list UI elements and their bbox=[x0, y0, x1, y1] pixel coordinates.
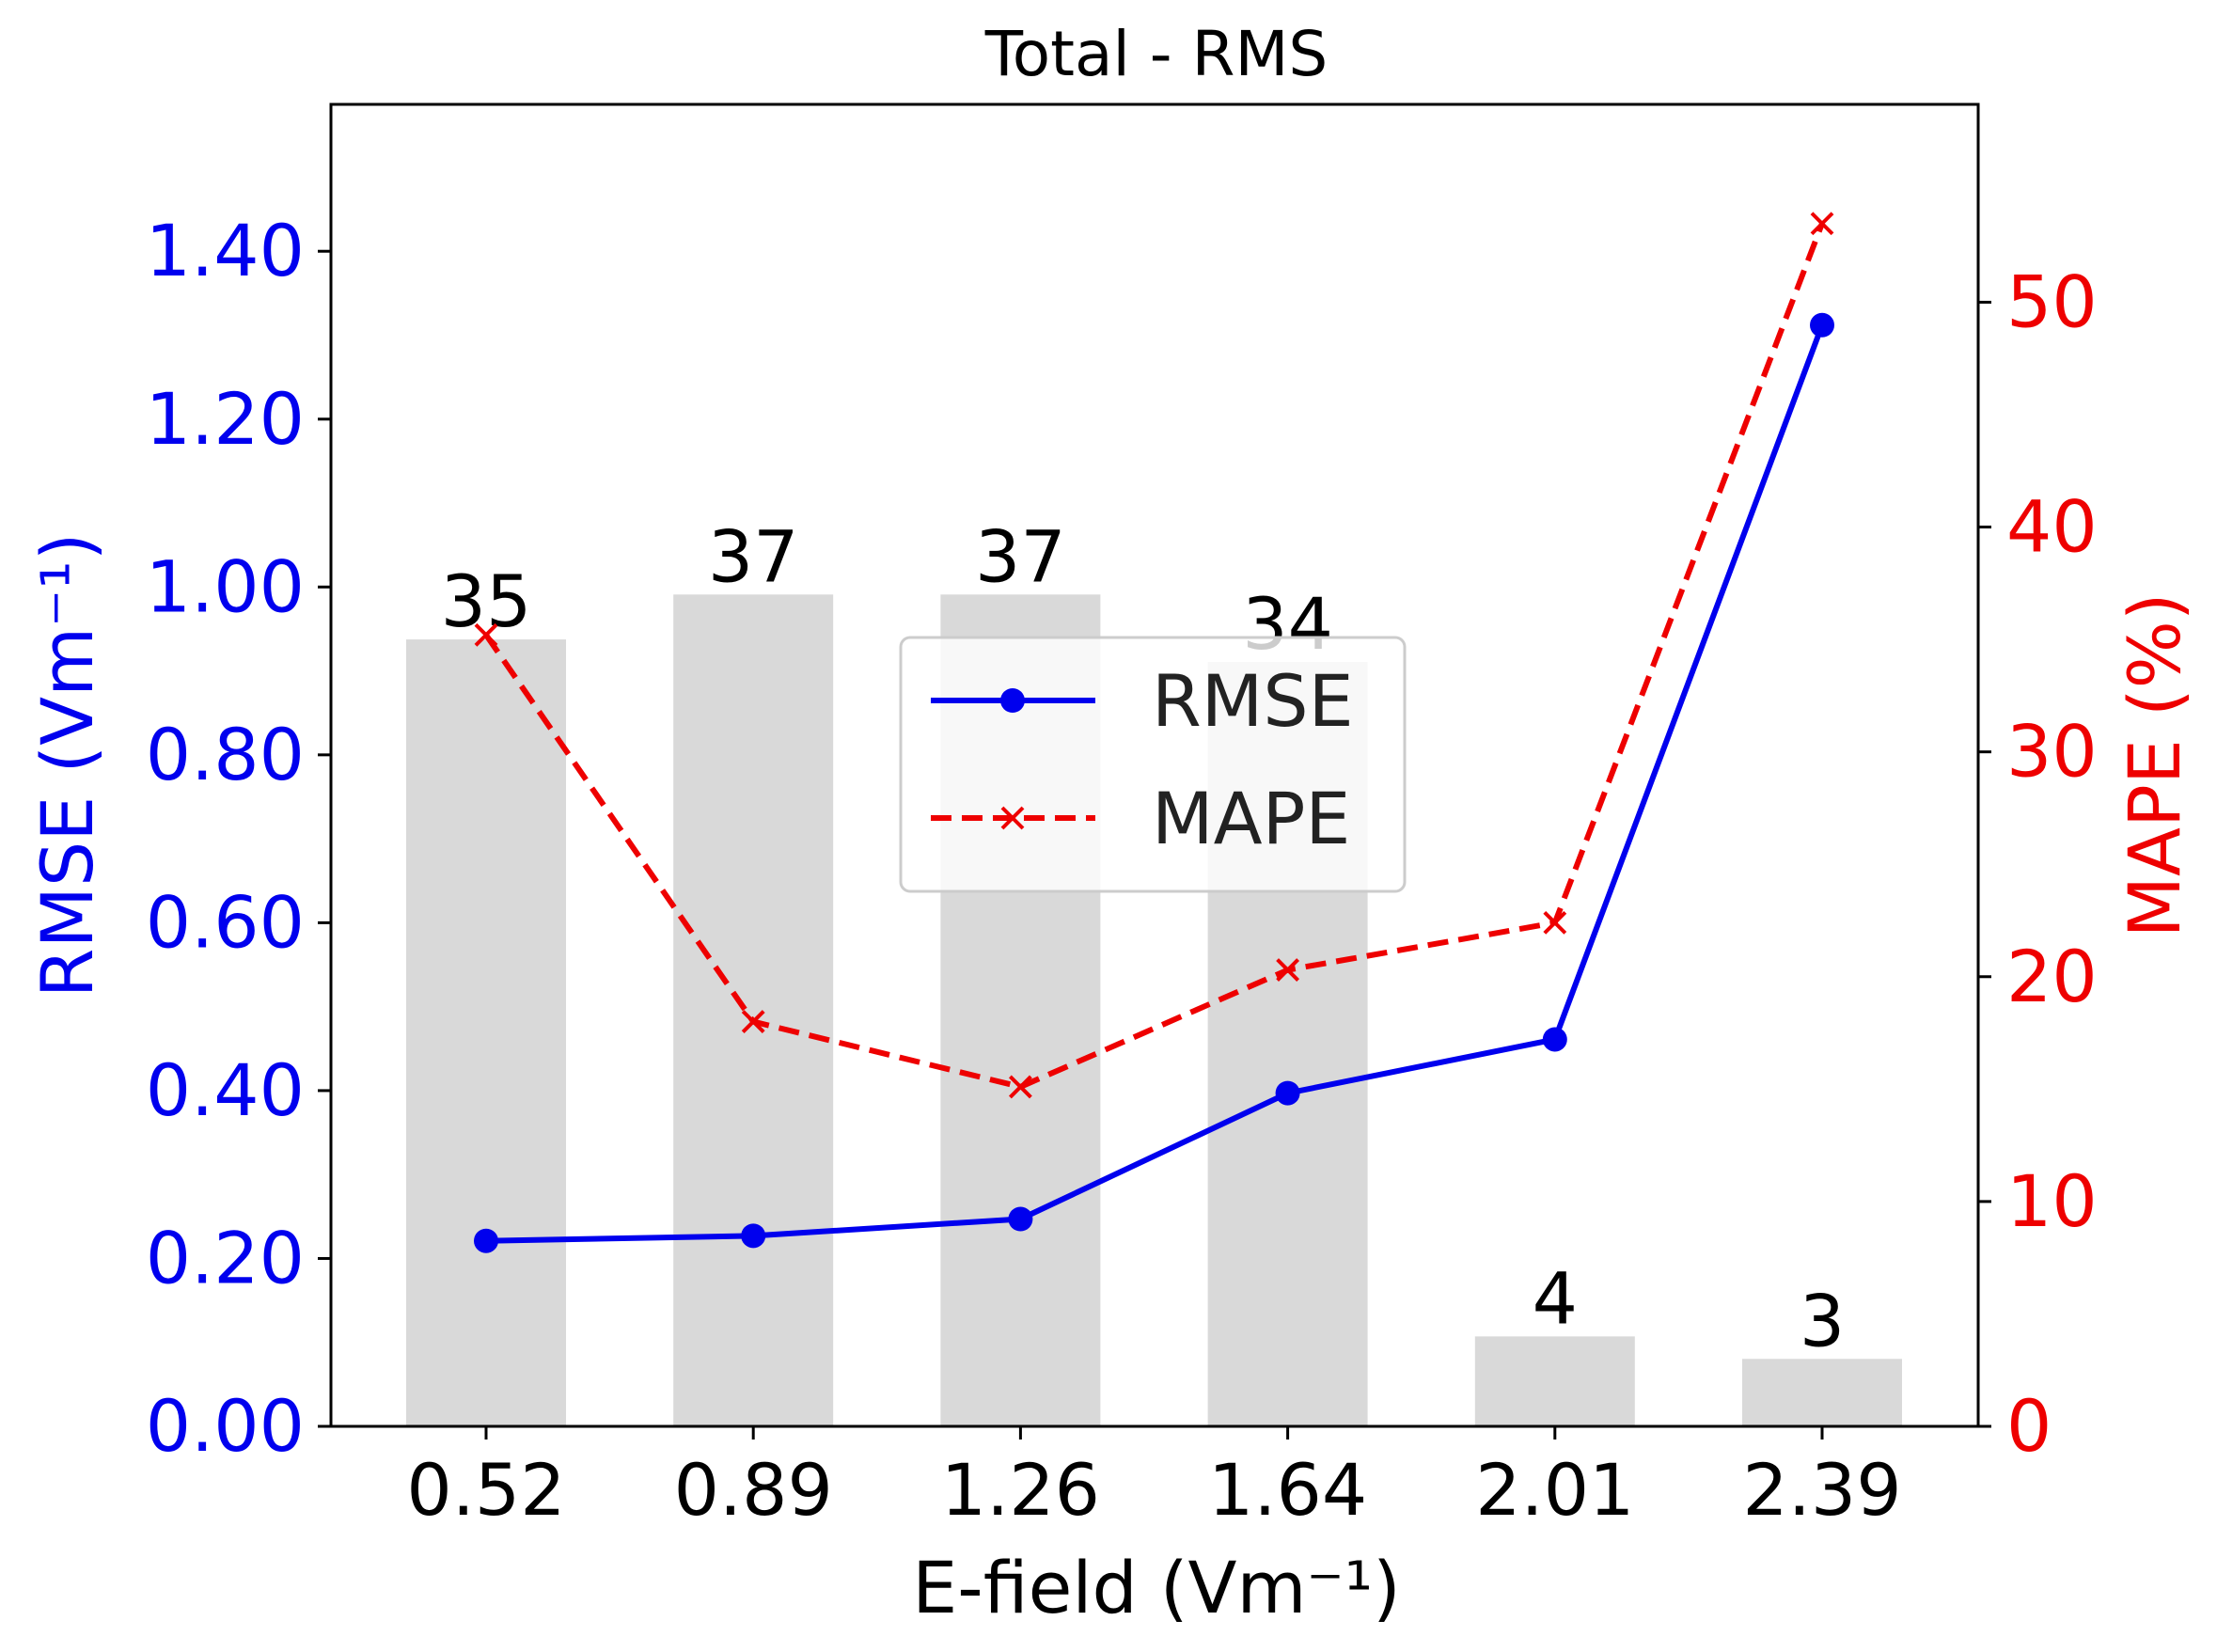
mape-line bbox=[483, 222, 1825, 1091]
x-tick-label: 0.89 bbox=[674, 1448, 833, 1532]
x-axis-label: E-field (Vm⁻¹) bbox=[912, 1546, 1401, 1629]
rmse-point bbox=[1810, 312, 1834, 338]
bar-count-label: 4 bbox=[1533, 1256, 1578, 1340]
mape-point bbox=[1810, 212, 1834, 236]
y-right-tick-label: 20 bbox=[2006, 935, 2098, 1018]
rmse-point bbox=[1542, 1027, 1567, 1052]
y-axis-right: 0 10 20 30 40 50 bbox=[1978, 260, 2098, 1468]
rmse-point bbox=[474, 1228, 498, 1253]
y-left-tick-label: 0.80 bbox=[146, 713, 305, 796]
legend-label: MAPE bbox=[1152, 777, 1350, 860]
y-left-tick-label: 1.40 bbox=[146, 209, 305, 292]
y-left-tick-label: 1.20 bbox=[146, 377, 305, 461]
mape-point bbox=[474, 622, 498, 647]
rmse-point bbox=[1275, 1080, 1300, 1106]
count-bar bbox=[1742, 1359, 1902, 1426]
plot-frame bbox=[329, 102, 1980, 1428]
legend: RMSE MAPE bbox=[899, 636, 1407, 893]
x-tick-label: 0.52 bbox=[406, 1448, 565, 1532]
x-tick-label: 2.39 bbox=[1742, 1448, 1901, 1532]
legend-marker bbox=[1000, 806, 1025, 830]
x-tick-label: 2.01 bbox=[1475, 1448, 1634, 1532]
x-axis: 0.52 0.89 1.26 1.64 2.01 2.39 bbox=[406, 1426, 1902, 1532]
chart-title: Total - RMS bbox=[984, 18, 1329, 90]
count-bar bbox=[673, 594, 834, 1426]
y-left-tick-label: 0.20 bbox=[146, 1216, 305, 1299]
y-right-tick-label: 0 bbox=[2006, 1384, 2052, 1468]
y-axis-left: 0.00 0.20 0.40 0.60 0.80 1.00 1.20 1.40 bbox=[146, 209, 331, 1468]
y-right-tick-label: 30 bbox=[2006, 710, 2098, 794]
legend-marker bbox=[1000, 688, 1025, 713]
y-right-tick-label: 40 bbox=[2006, 485, 2098, 569]
mape-point bbox=[1543, 910, 1567, 935]
y-right-tick-label: 50 bbox=[2006, 260, 2098, 343]
bar-count-label: 3 bbox=[1800, 1279, 1845, 1362]
y-left-tick-label: 1.00 bbox=[146, 544, 305, 628]
x-tick-label: 1.64 bbox=[1208, 1448, 1367, 1532]
rmse-point bbox=[1008, 1206, 1033, 1232]
bar-count-label: 37 bbox=[708, 514, 799, 598]
mape-point bbox=[1008, 1075, 1032, 1099]
y-left-tick-label: 0.00 bbox=[146, 1384, 305, 1468]
legend-label: RMSE bbox=[1152, 659, 1354, 743]
rmse-line bbox=[485, 323, 1825, 1244]
mape-series bbox=[474, 212, 1834, 1099]
y-right-tick-label: 10 bbox=[2006, 1159, 2098, 1243]
mape-point bbox=[741, 1010, 765, 1034]
y-axis-right-label: MAPE (%) bbox=[2113, 592, 2196, 937]
y-axis-left-label: RMSE (Vm⁻¹) bbox=[25, 533, 109, 999]
bar-count-label: 37 bbox=[975, 514, 1066, 598]
rmse-point bbox=[741, 1223, 766, 1249]
bar-count-label: 35 bbox=[441, 559, 532, 643]
y-left-tick-label: 0.40 bbox=[146, 1048, 305, 1132]
y-left-tick-label: 0.60 bbox=[146, 880, 305, 964]
count-bar bbox=[1474, 1336, 1635, 1426]
count-bar bbox=[406, 639, 566, 1426]
x-tick-label: 1.26 bbox=[941, 1448, 1100, 1532]
rmse-series bbox=[474, 312, 1834, 1253]
mape-point bbox=[1276, 958, 1300, 983]
